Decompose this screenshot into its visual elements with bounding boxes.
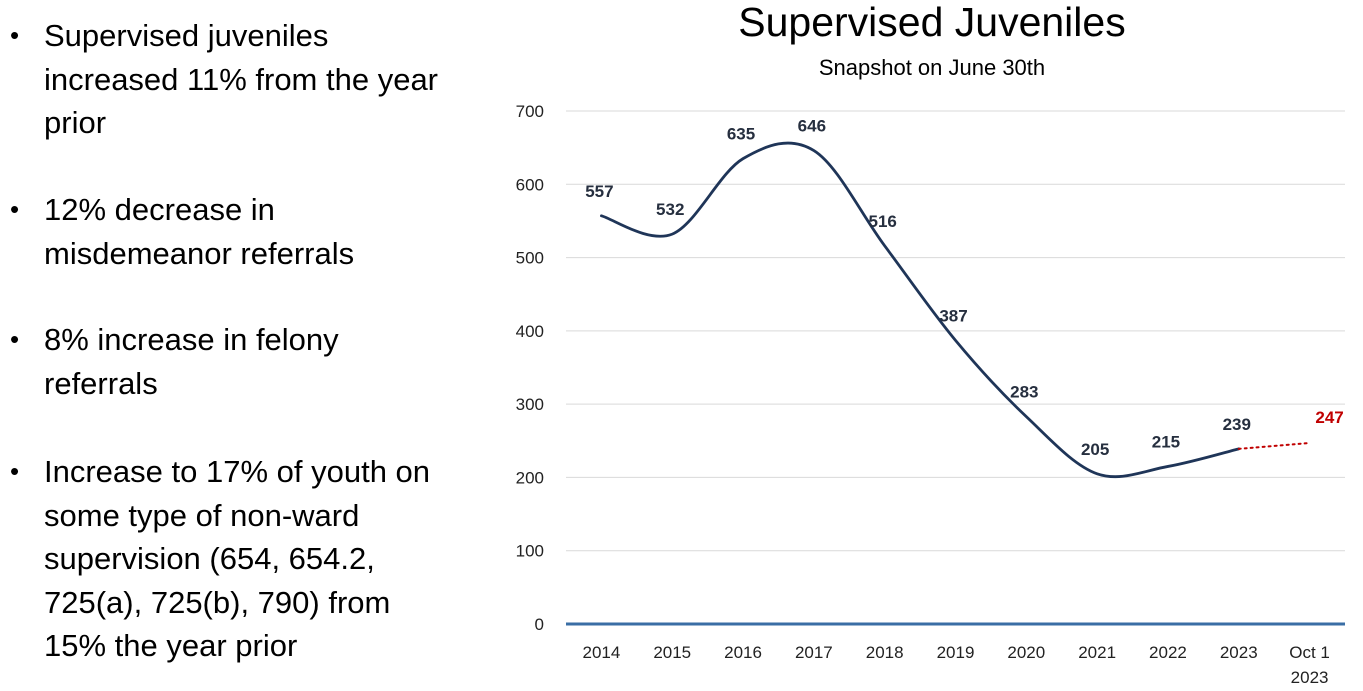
- x-tick-label-5: 2019: [937, 643, 975, 662]
- bullet-dot-icon: •: [10, 194, 20, 224]
- series-line-0: [600, 141, 1241, 479]
- y-tick-label-0: 0: [535, 615, 544, 634]
- x-tick-label-7: 2021: [1078, 643, 1116, 662]
- bullet-text-2: 12% decrease in misdemeanor referrals: [44, 192, 355, 271]
- x-tick-label-10: Oct 1 2023: [1289, 643, 1330, 687]
- bullet-item-1: • Supervised juveniles increased 11% fro…: [0, 14, 460, 145]
- data-label-0-7: 205: [1081, 440, 1109, 459]
- x-tick-label-2: 2016: [724, 643, 762, 662]
- bullet-text-3: 8% increase in felony referrals: [44, 322, 339, 401]
- x-tick-label-8: 2022: [1149, 643, 1187, 662]
- x-tick-label-9: 2023: [1220, 643, 1258, 662]
- line-chart: Supervised Juveniles Snapshot on June 30…: [516, 0, 1345, 687]
- x-axis: 2014 2015 2016 2017 2018 2019 2020 2021 2022 2023…: [566, 622, 1345, 687]
- data-label-0-3: 646: [798, 117, 826, 136]
- y-tick-label-300: 300: [516, 395, 544, 414]
- bullet-text-4: Increase to 17% of youth on some type of…: [44, 454, 431, 663]
- data-label-0-6: 283: [1010, 383, 1038, 402]
- x-tick-label-6: 2020: [1007, 643, 1045, 662]
- y-tick-label-100: 100: [516, 542, 544, 561]
- chart-series: [600, 141, 1311, 479]
- y-tick-label-500: 500: [516, 249, 544, 268]
- data-label-0-5: 387: [939, 306, 967, 325]
- data-label-0-9: 239: [1223, 415, 1251, 434]
- bullet-dot-icon: •: [10, 456, 20, 486]
- bullet-text-1: Supervised juveniles increased 11% from …: [44, 18, 439, 140]
- data-label-0-2: 635: [727, 125, 755, 144]
- y-tick-label-600: 600: [516, 175, 544, 194]
- bullet-dot-icon: •: [10, 20, 20, 50]
- bullet-item-3: • 8% increase in felony referrals: [0, 318, 460, 405]
- chart-subtitle: Snapshot on June 30th: [819, 55, 1045, 80]
- data-label-0-0: 557: [585, 182, 613, 201]
- data-label-1-10: 247: [1315, 408, 1343, 427]
- y-tick-label-400: 400: [516, 322, 544, 341]
- bullet-item-4: • Increase to 17% of youth on some type …: [0, 450, 460, 668]
- data-label-0-8: 215: [1152, 432, 1180, 451]
- y-axis: 0 100 200 300 400 500 600 700: [516, 102, 544, 634]
- series-line-1: [1237, 441, 1311, 450]
- y-tick-label-700: 700: [516, 102, 544, 121]
- x-tick-label-0: 2014: [582, 643, 620, 662]
- x-tick-label-4: 2018: [866, 643, 904, 662]
- bullet-dot-icon: •: [10, 324, 20, 354]
- y-tick-label-200: 200: [516, 468, 544, 487]
- bullet-list: • Supervised juveniles increased 11% fro…: [0, 0, 470, 691]
- data-label-0-1: 532: [656, 200, 684, 219]
- data-labels: 557 532 635 646 516 387 283 205 215 239 247: [585, 117, 1344, 459]
- x-tick-label-1: 2015: [653, 643, 691, 662]
- bullet-item-2: • 12% decrease in misdemeanor referrals: [0, 188, 460, 275]
- data-label-0-4: 516: [868, 212, 896, 231]
- x-tick-label-3: 2017: [795, 643, 833, 662]
- chart-gridlines: [566, 110, 1345, 552]
- chart-title: Supervised Juveniles: [738, 0, 1125, 45]
